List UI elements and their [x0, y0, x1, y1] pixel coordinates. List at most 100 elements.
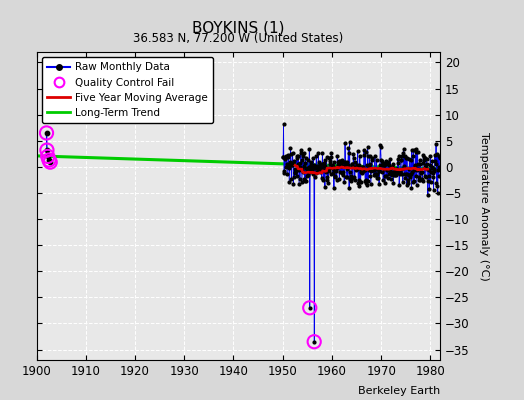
Point	[412, 172, 420, 179]
Point	[412, 148, 421, 155]
Point	[428, 164, 436, 171]
Point	[367, 181, 375, 188]
Point	[414, 174, 423, 180]
Point	[312, 163, 321, 169]
Point	[315, 159, 323, 166]
Title: BOYKINS (1): BOYKINS (1)	[192, 20, 285, 36]
Point	[428, 164, 436, 170]
Point	[346, 169, 354, 175]
Point	[368, 166, 377, 173]
Point	[360, 151, 368, 158]
Point	[288, 150, 297, 156]
Point	[326, 158, 334, 164]
Point	[393, 166, 401, 172]
Point	[435, 155, 444, 161]
Point	[353, 163, 361, 170]
Point	[394, 160, 402, 166]
Point	[327, 154, 335, 160]
Point	[427, 169, 435, 176]
Point	[332, 166, 341, 172]
Point	[330, 166, 338, 173]
Point	[364, 153, 372, 159]
Point	[431, 152, 439, 158]
Point	[46, 159, 54, 165]
Point	[290, 158, 298, 165]
Point	[385, 161, 393, 168]
Point	[357, 169, 365, 175]
Point	[297, 147, 305, 154]
Point	[320, 163, 329, 170]
Point	[280, 154, 289, 161]
Point	[310, 338, 319, 345]
Point	[406, 174, 414, 181]
Point	[318, 150, 326, 156]
Point	[390, 172, 398, 178]
Point	[367, 168, 376, 174]
Point	[293, 160, 302, 167]
Point	[366, 161, 374, 167]
Point	[395, 182, 403, 188]
Point	[344, 145, 353, 151]
Point	[421, 155, 429, 161]
Point	[334, 164, 343, 170]
Point	[424, 178, 432, 184]
Point	[411, 146, 420, 152]
Point	[343, 166, 351, 172]
Point	[394, 156, 402, 162]
Point	[414, 160, 423, 167]
Text: 36.583 N, 77.200 W (United States): 36.583 N, 77.200 W (United States)	[133, 32, 344, 45]
Point	[310, 161, 318, 168]
Point	[291, 170, 299, 177]
Point	[378, 158, 386, 164]
Point	[292, 153, 301, 160]
Point	[335, 176, 343, 183]
Point	[298, 179, 306, 186]
Point	[281, 154, 290, 160]
Point	[348, 160, 357, 167]
Point	[308, 164, 316, 170]
Point	[316, 161, 325, 167]
Point	[300, 176, 309, 182]
Point	[298, 166, 306, 172]
Point	[363, 162, 371, 169]
Point	[428, 158, 436, 164]
Point	[420, 173, 429, 180]
Point	[294, 152, 302, 159]
Point	[429, 187, 438, 193]
Point	[422, 156, 431, 162]
Point	[350, 174, 358, 180]
Point	[408, 169, 417, 175]
Point	[369, 166, 377, 172]
Point	[351, 159, 359, 166]
Point	[321, 157, 330, 163]
Point	[398, 165, 407, 172]
Point	[407, 171, 415, 177]
Point	[399, 179, 407, 185]
Point	[425, 186, 434, 192]
Point	[402, 155, 410, 162]
Point	[45, 157, 53, 163]
Point	[349, 151, 357, 158]
Point	[377, 157, 385, 163]
Point	[427, 179, 435, 185]
Point	[381, 173, 389, 179]
Point	[321, 184, 329, 190]
Point	[356, 152, 364, 159]
Point	[354, 180, 362, 186]
Point	[410, 167, 418, 173]
Point	[307, 159, 315, 165]
Point	[324, 167, 332, 173]
Point	[369, 166, 377, 172]
Point	[345, 138, 354, 145]
Point	[324, 180, 332, 186]
Text: Berkeley Earth: Berkeley Earth	[358, 386, 440, 396]
Point	[417, 170, 425, 176]
Point	[314, 167, 323, 173]
Point	[324, 168, 333, 174]
Point	[337, 162, 345, 169]
Point	[287, 151, 295, 157]
Point	[383, 167, 391, 174]
Point	[302, 178, 310, 184]
Point	[409, 179, 417, 185]
Point	[364, 178, 373, 184]
